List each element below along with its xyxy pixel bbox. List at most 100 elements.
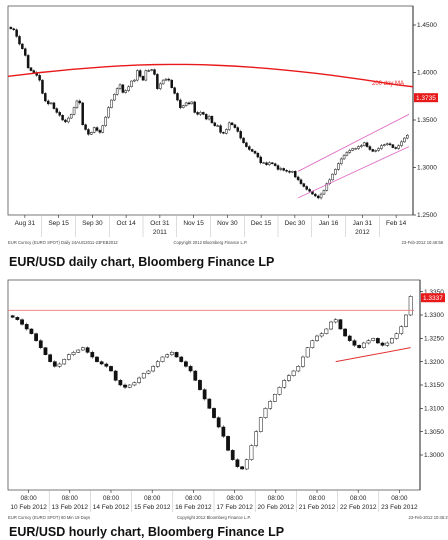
x-tick-label: Oct 31 bbox=[150, 220, 170, 227]
hourly-chart-caption: EUR/USD hourly chart, Bloomberg Finance … bbox=[9, 525, 285, 539]
candle-body bbox=[26, 55, 30, 69]
candle-body bbox=[101, 125, 105, 133]
candle-body bbox=[95, 127, 99, 131]
candle-body bbox=[239, 131, 242, 139]
candle-body bbox=[365, 142, 369, 147]
ma-line bbox=[7, 63, 414, 88]
candle-body bbox=[104, 116, 107, 126]
candle-body bbox=[272, 394, 277, 402]
daily-chart-svg: 1.4500 1.4000 1.3500 1.3000 1.2500 Aug 31 Sep … bbox=[7, 5, 444, 245]
candle-body bbox=[138, 70, 142, 77]
y-tick-label: 1.3100 bbox=[424, 406, 444, 413]
candle-body bbox=[277, 387, 282, 395]
x-date-label: 22 Feb 2012 bbox=[340, 504, 377, 511]
candle-body bbox=[204, 114, 208, 120]
chart-footer-center: Copyright 2012 Bloomberg Finance L.P. bbox=[174, 240, 248, 245]
daily-chart-caption: EUR/USD daily chart, Bloomberg Finance L… bbox=[9, 255, 275, 269]
candle-body bbox=[325, 183, 329, 191]
candle-body bbox=[406, 134, 409, 139]
candle-body bbox=[288, 171, 291, 173]
candle-body bbox=[207, 115, 211, 120]
x-date-label: 13 Feb 2012 bbox=[52, 504, 89, 511]
candle-body bbox=[337, 163, 340, 170]
chart-footer-right: 23-Feb-2012 10:45:27 bbox=[409, 515, 448, 520]
candle-body bbox=[296, 366, 301, 372]
candle-body bbox=[258, 417, 263, 432]
candle-body bbox=[98, 130, 102, 133]
candle-body bbox=[361, 342, 366, 348]
candle-body bbox=[179, 99, 182, 108]
x-tick-label: Nov 15 bbox=[183, 220, 204, 227]
channel-lower-line bbox=[297, 146, 410, 199]
candle-body bbox=[95, 356, 99, 362]
x-tick-label: 08:00 bbox=[185, 495, 202, 502]
candle-body bbox=[151, 366, 156, 372]
candle-body bbox=[377, 148, 380, 151]
candle-body bbox=[334, 169, 337, 175]
candle-body bbox=[32, 70, 36, 73]
candle-body bbox=[371, 149, 375, 152]
candle-body bbox=[352, 340, 357, 346]
ma-label: 200 day MA bbox=[372, 81, 404, 87]
candle-body bbox=[57, 363, 62, 367]
y-tick-label: 1.3150 bbox=[424, 382, 444, 389]
candle-body bbox=[130, 80, 133, 88]
candle-body bbox=[230, 450, 235, 460]
y-tick-label: 1.4000 bbox=[417, 70, 437, 77]
candle-body bbox=[216, 125, 219, 127]
candle-body bbox=[198, 380, 202, 390]
candle-body bbox=[12, 28, 15, 30]
x-date-label: 15 Feb 2012 bbox=[134, 504, 171, 511]
candle-body bbox=[87, 129, 90, 135]
x-tick-label: Sep 30 bbox=[82, 220, 103, 227]
x-tick-label: 08:00 bbox=[391, 495, 408, 502]
candle-body bbox=[81, 347, 85, 351]
candle-body bbox=[276, 165, 280, 170]
candle-body bbox=[174, 352, 179, 358]
candle-body bbox=[99, 361, 104, 365]
candle-body bbox=[230, 122, 234, 125]
candle-body bbox=[301, 356, 305, 367]
x-year-label: 2011 bbox=[153, 229, 167, 236]
candle-body bbox=[210, 115, 214, 124]
candle-body bbox=[153, 69, 156, 75]
last-price-label: 1.3337 bbox=[423, 295, 443, 302]
candle-body bbox=[354, 148, 357, 150]
candle-body bbox=[279, 168, 283, 170]
candle-body bbox=[291, 171, 294, 173]
candle-body bbox=[287, 375, 291, 381]
candle-body bbox=[158, 83, 162, 89]
candle-body bbox=[291, 370, 296, 376]
x-tick-label: Jan 16 bbox=[319, 220, 339, 227]
candle-body bbox=[43, 347, 48, 355]
candle-body bbox=[388, 143, 392, 145]
candle-body bbox=[380, 342, 385, 346]
candle-body bbox=[342, 154, 346, 160]
candle-body bbox=[408, 296, 413, 316]
x-tick-label: Feb 14 bbox=[386, 220, 407, 227]
candle-body bbox=[324, 328, 329, 334]
candle-body bbox=[351, 148, 354, 151]
candle-body bbox=[394, 147, 398, 149]
candle-body bbox=[113, 370, 118, 381]
hourly-chart-svg: 1.3350 1.3300 1.3250 1.3200 1.3150 1.3100 1.30… bbox=[7, 279, 448, 520]
daily-chart: 1.4500 1.4000 1.3500 1.3000 1.2500 Aug 31 Sep … bbox=[0, 0, 448, 252]
candle-body bbox=[216, 417, 221, 428]
x-tick-label: Dec 15 bbox=[251, 220, 272, 227]
candle-body bbox=[52, 361, 57, 367]
candle-body bbox=[254, 431, 259, 446]
candle-body bbox=[15, 29, 18, 37]
candle-body bbox=[219, 125, 222, 133]
x-date-label: 20 Feb 2012 bbox=[258, 504, 295, 511]
candle-body bbox=[184, 361, 188, 367]
candle-body bbox=[345, 152, 349, 156]
y-tick-label: 1.3050 bbox=[424, 429, 444, 436]
candle-body bbox=[160, 356, 165, 362]
candle-body bbox=[282, 380, 287, 388]
candle-body bbox=[314, 193, 317, 197]
candle-body bbox=[41, 79, 44, 94]
candle-body bbox=[62, 359, 67, 365]
candle-body bbox=[240, 466, 244, 470]
candle-body bbox=[76, 349, 81, 353]
candle-body bbox=[132, 382, 137, 386]
